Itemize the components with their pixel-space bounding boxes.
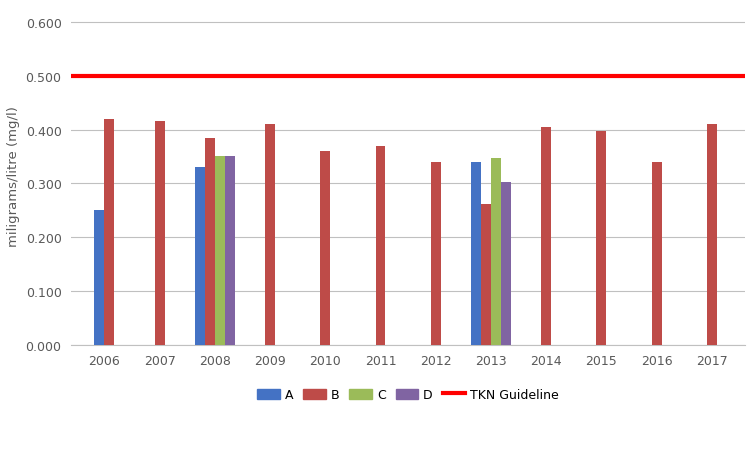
Bar <box>95 211 105 345</box>
Y-axis label: miligrams/litre (mg/l): miligrams/litre (mg/l) <box>7 106 20 246</box>
Bar <box>431 162 441 345</box>
Bar <box>707 125 717 345</box>
Bar <box>481 204 491 345</box>
Bar <box>205 138 215 345</box>
Bar <box>652 162 662 345</box>
Bar <box>215 157 225 345</box>
Bar <box>596 132 606 345</box>
Bar <box>491 159 501 345</box>
Bar <box>155 122 165 345</box>
Bar <box>471 162 481 345</box>
Bar <box>265 125 275 345</box>
Bar <box>320 152 330 345</box>
Bar <box>375 147 386 345</box>
Bar <box>541 128 551 345</box>
Bar <box>195 168 205 345</box>
Bar <box>105 120 114 345</box>
Bar <box>225 157 235 345</box>
Legend: A, B, C, D, TKN Guideline: A, B, C, D, TKN Guideline <box>252 383 564 406</box>
Bar <box>501 183 511 345</box>
